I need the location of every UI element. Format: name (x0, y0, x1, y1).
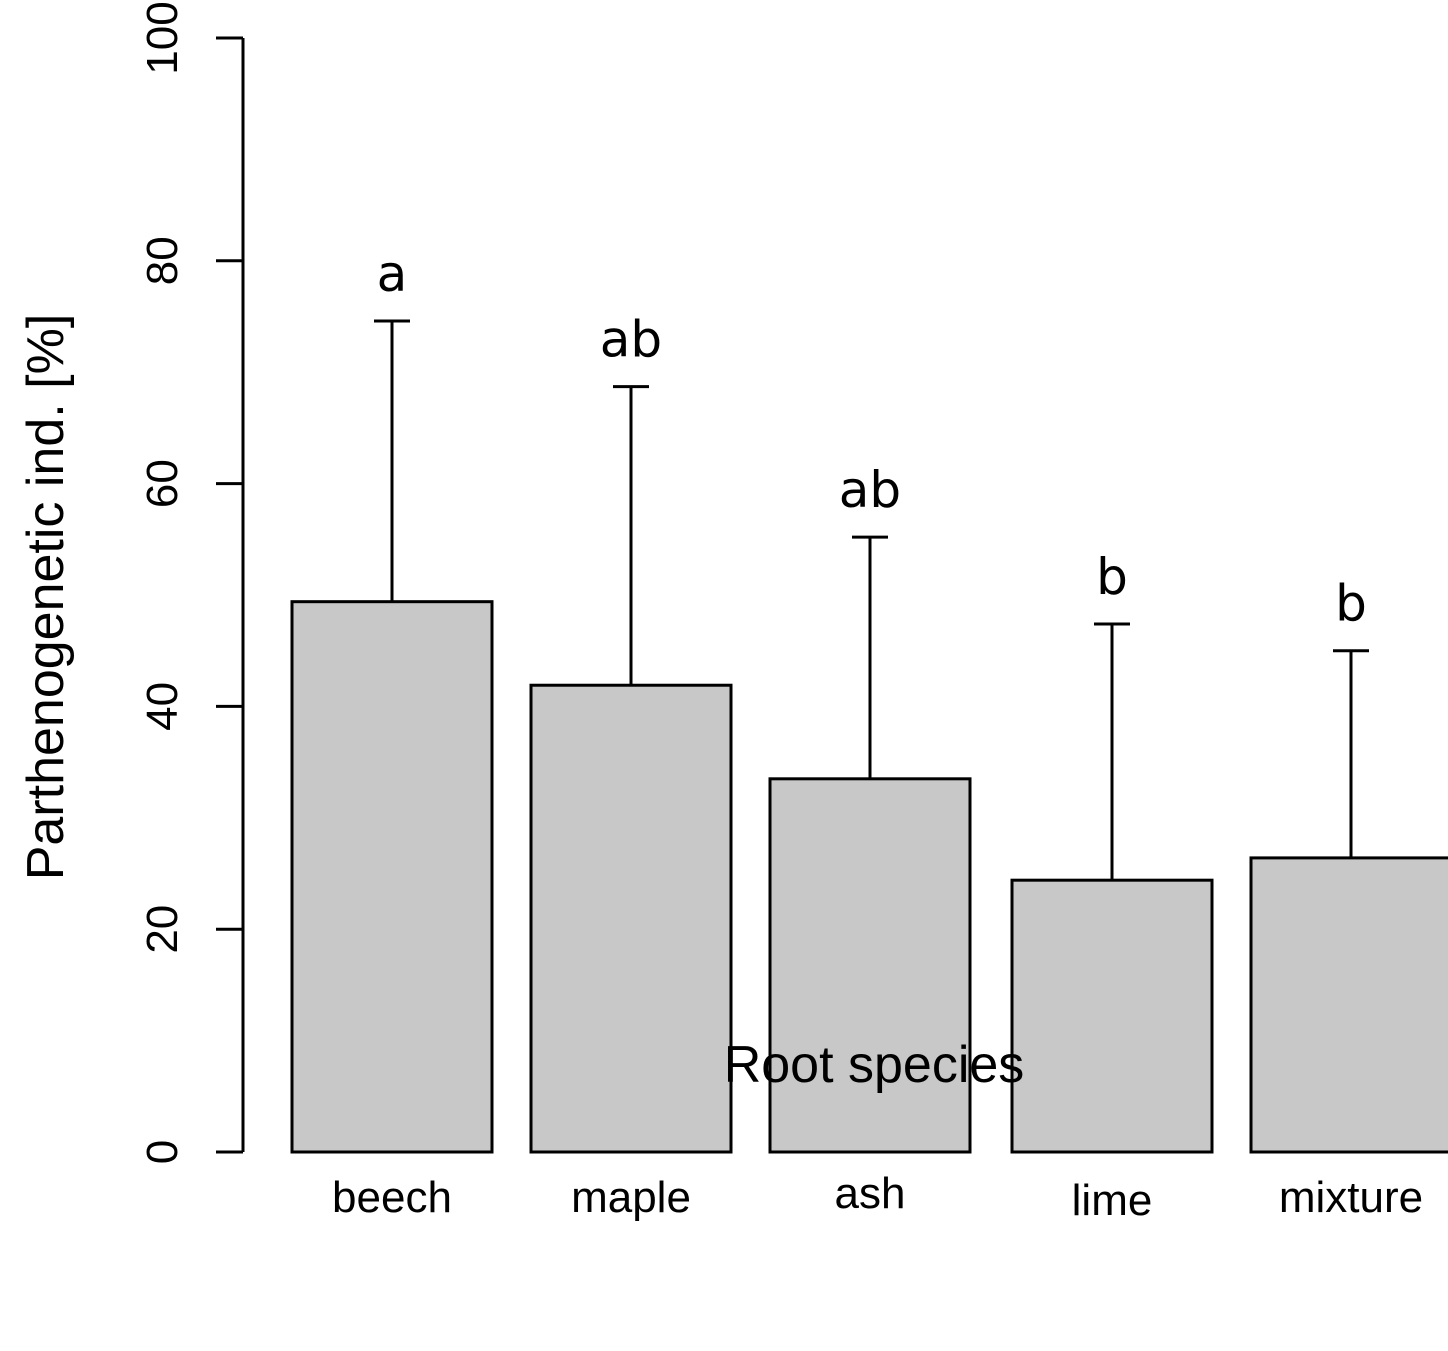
y-tick-label: 100 (138, 1, 187, 74)
y-tick-label: 20 (138, 905, 187, 954)
bar-ash (768, 777, 972, 1154)
bars (290, 600, 1448, 1154)
significance-letter-maple: ab (600, 311, 662, 369)
category-label-mixture: mixture (1279, 1173, 1423, 1222)
category-label-ash: ash (835, 1169, 906, 1218)
y-tick-label: 0 (138, 1140, 187, 1164)
bar-maple (529, 683, 733, 1154)
significance-letters: a ab ab b b (377, 245, 1367, 633)
bar-lime (1010, 878, 1214, 1154)
significance-letter-lime: b (1096, 548, 1128, 606)
y-axis-label: Parthenogenetic ind. [%] (17, 314, 75, 881)
category-label-maple: maple (571, 1173, 691, 1222)
y-tick-label: 60 (138, 459, 187, 508)
significance-letter-ash: ab (839, 461, 901, 519)
bar-beech (290, 600, 494, 1154)
x-axis-label: Root species (724, 1036, 1025, 1094)
y-tick-label: 80 (138, 236, 187, 285)
bar-mixture (1249, 856, 1448, 1154)
error-bars (374, 319, 1369, 881)
category-label-beech: beech (332, 1173, 452, 1222)
x-axis-category-labels: beech maple ash lime mixture (332, 1169, 1423, 1225)
y-axis-ticks: 0 20 40 60 80 100 (138, 1, 243, 1164)
y-tick-label: 40 (138, 682, 187, 731)
category-label-lime: lime (1072, 1176, 1153, 1225)
significance-letter-mixture: b (1335, 575, 1367, 633)
significance-letter-beech: a (377, 245, 408, 303)
